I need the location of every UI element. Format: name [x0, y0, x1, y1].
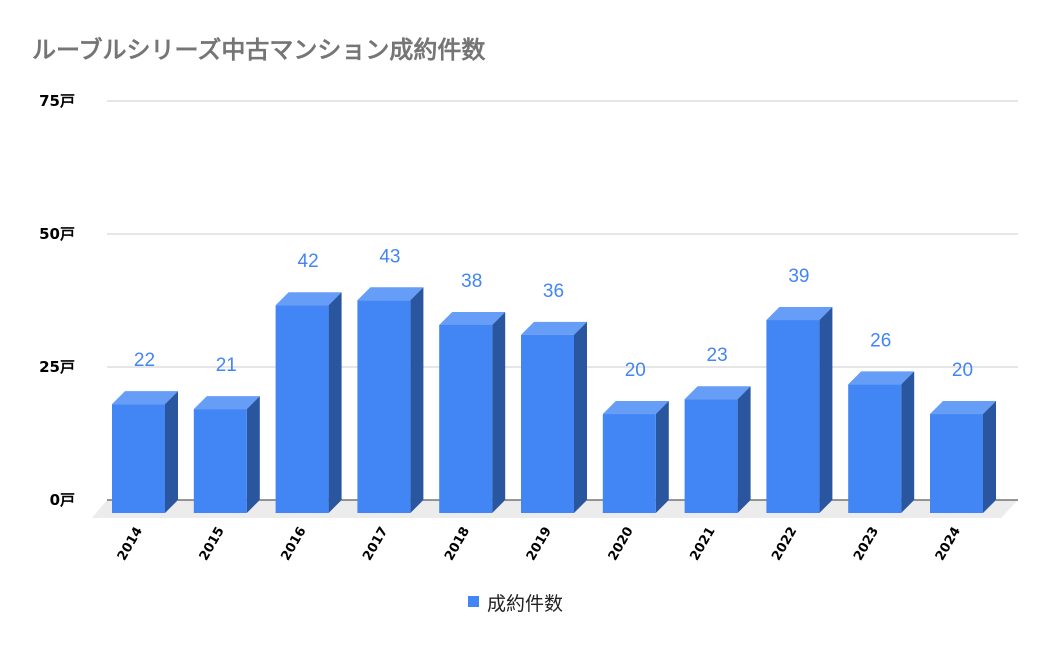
x-tick-label: 2014: [115, 525, 146, 564]
bar-side: [328, 292, 342, 513]
bar-2014: [112, 391, 178, 513]
bar-2019: [521, 321, 587, 513]
bar-2021: [684, 386, 751, 513]
bar-side: [655, 401, 669, 513]
bar-top: [602, 401, 669, 415]
bar-top: [193, 396, 260, 410]
bar-front: [521, 334, 574, 513]
bar-top: [357, 287, 424, 301]
bar-side: [492, 311, 506, 513]
x-tick-label: 2018: [442, 525, 473, 564]
bar-2024: [930, 401, 996, 513]
bar-top: [112, 391, 178, 405]
bar-2022: [766, 307, 833, 513]
x-axis: 2014 2015 2016 2017 2018 2019 2020 2021 2022 2023…: [115, 525, 964, 564]
bar-top: [766, 307, 833, 321]
data-label: 43: [379, 246, 400, 267]
bar-front: [684, 399, 738, 513]
bar-top: [930, 401, 996, 415]
legend: 成約件数: [468, 593, 563, 615]
bar-top: [684, 386, 751, 400]
bar-front: [848, 384, 902, 513]
bar-front: [766, 320, 820, 513]
x-tick-label: 2024: [933, 525, 964, 564]
x-tick-label: 2016: [278, 525, 309, 564]
bar-front: [439, 324, 493, 513]
legend-swatch: [468, 596, 479, 607]
legend-label: 成約件数: [487, 593, 563, 615]
y-tick-label: 0戸: [50, 491, 75, 509]
x-tick-label: 2017: [360, 525, 391, 564]
bar-side: [737, 386, 751, 513]
y-tick-label: 75戸: [39, 92, 75, 110]
bar-front: [930, 414, 983, 513]
bar-2017: [357, 287, 424, 513]
bar-side: [819, 307, 833, 513]
data-label: 42: [298, 251, 319, 272]
bar-front: [602, 414, 656, 513]
bars: [112, 287, 996, 513]
bar-front: [275, 305, 329, 513]
bar-2018: [439, 311, 506, 513]
x-tick-label: 2020: [606, 525, 637, 564]
x-tick-label: 2023: [851, 525, 882, 564]
y-tick-label: 50戸: [39, 225, 75, 243]
y-tick-label: 25戸: [39, 358, 75, 376]
bar-side: [574, 321, 587, 513]
bar-side: [246, 396, 260, 513]
data-labels: 22 21 42 43 38 36 20 23 39 26 20: [134, 246, 973, 381]
chart-title: ルーブルシリーズ中古マンション成約件数: [32, 36, 486, 64]
bar-front: [357, 300, 411, 513]
data-label: 26: [870, 330, 891, 351]
bar-front: [193, 409, 247, 513]
x-tick-label: 2021: [687, 525, 718, 564]
y-axis: 0戸 25戸 50戸 75戸: [39, 92, 75, 509]
bar-top: [848, 371, 915, 385]
data-label: 20: [625, 360, 646, 381]
data-label: 39: [788, 266, 809, 287]
bar-2023: [848, 371, 915, 513]
bar-front: [112, 404, 165, 513]
data-label: 23: [707, 345, 728, 366]
x-tick-label: 2019: [524, 525, 555, 564]
bar-top: [275, 292, 342, 306]
data-label: 21: [216, 355, 237, 376]
bar-side: [410, 287, 424, 513]
bar-2016: [275, 292, 342, 513]
bar-side: [901, 371, 915, 513]
bar-top: [521, 321, 587, 335]
bar-side: [165, 391, 178, 513]
bar-top: [439, 311, 506, 325]
data-label: 36: [543, 281, 564, 302]
data-label: 22: [134, 350, 155, 371]
x-tick-label: 2015: [197, 525, 228, 564]
bar-side: [983, 401, 996, 513]
bar-2015: [193, 396, 260, 513]
data-label: 20: [952, 360, 973, 381]
bar-2020: [602, 401, 669, 513]
x-tick-label: 2022: [769, 525, 800, 564]
data-label: 38: [461, 271, 482, 292]
